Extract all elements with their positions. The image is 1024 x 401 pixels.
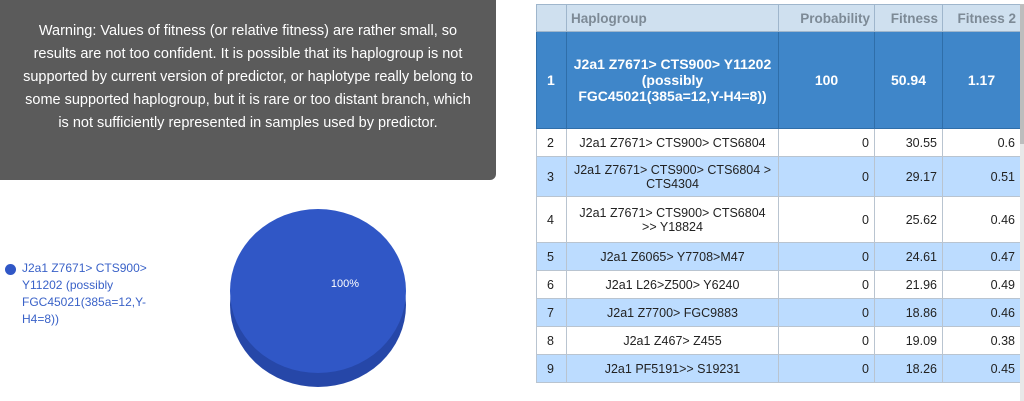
fitness-cell: 21.96 — [874, 270, 943, 299]
fitness-cell: 25.62 — [874, 196, 943, 243]
rank-cell: 7 — [536, 298, 567, 327]
probability-cell: 0 — [778, 298, 875, 327]
haplogroup-cell: J2a1 Z7671> CTS900> CTS6804 — [566, 128, 779, 157]
fitness-cell: 29.17 — [874, 156, 943, 197]
haplogroup-cell: J2a1 Z6065> Y7708>M47 — [566, 242, 779, 271]
fitness-cell: 24.61 — [874, 242, 943, 271]
fitness-2-cell: 0.47 — [942, 242, 1021, 271]
fitness-cell: 50.94 — [874, 31, 943, 129]
fitness-2-cell: 0.6 — [942, 128, 1021, 157]
legend-label[interactable]: J2a1 Z7671> CTS900> Y11202 (possibly FGC… — [22, 261, 147, 326]
header-haplogroup[interactable]: Haplogroup — [566, 4, 779, 32]
haplogroup-cell: J2a1 L26>Z500> Y6240 — [566, 270, 779, 299]
probability-cell: 0 — [778, 270, 875, 299]
fitness-2-cell: 0.46 — [942, 196, 1021, 243]
fitness-cell: 19.09 — [874, 326, 943, 355]
probability-cell: 0 — [778, 242, 875, 271]
probability-cell: 0 — [778, 196, 875, 243]
table-row[interactable]: 1 J2a1 Z7671> CTS900> Y11202 (possibly FG… — [536, 31, 1021, 129]
haplogroup-cell: J2a1 Z7671> CTS900> CTS6804 > CTS4304 — [566, 156, 779, 197]
table-body: 1 J2a1 Z7671> CTS900> Y11202 (possibly FG… — [536, 31, 1021, 383]
haplogroup-cell: J2a1 Z467> Z455 — [566, 326, 779, 355]
scrollbar[interactable] — [1020, 4, 1024, 401]
fitness-cell: 18.26 — [874, 354, 943, 383]
pie-slice-label: 100% — [330, 278, 360, 290]
results-table-container[interactable]: Haplogroup Probability Fitness Fitness 2… — [536, 4, 1024, 401]
probability-cell: 0 — [778, 354, 875, 383]
rank-cell: 8 — [536, 326, 567, 355]
fitness-2-cell: 1.17 — [942, 31, 1021, 129]
rank-cell: 1 — [536, 31, 567, 129]
fitness-2-cell: 0.45 — [942, 354, 1021, 383]
warning-box: Warning: Values of fitness (or relative … — [0, 0, 496, 180]
legend-swatch — [5, 264, 16, 275]
table-row[interactable]: 7 J2a1 Z7700> FGC9883 0 18.86 0.46 — [536, 298, 1021, 327]
rank-cell: 4 — [536, 196, 567, 243]
pie-legend[interactable]: J2a1 Z7671> CTS900> Y11202 (possibly FGC… — [5, 260, 180, 328]
results-table: Haplogroup Probability Fitness Fitness 2… — [536, 4, 1021, 383]
probability-cell: 100 — [778, 31, 875, 129]
fitness-2-cell: 0.46 — [942, 298, 1021, 327]
table-row[interactable]: 4 J2a1 Z7671> CTS900> CTS6804 >> Y18824 0 2… — [536, 196, 1021, 243]
haplogroup-cell: J2a1 PF5191>> S19231 — [566, 354, 779, 383]
haplogroup-cell: J2a1 Z7671> CTS900> Y11202 (possibly FGC… — [566, 31, 779, 129]
probability-cell: 0 — [778, 326, 875, 355]
table-row[interactable]: 8 J2a1 Z467> Z455 0 19.09 0.38 — [536, 326, 1021, 355]
rank-cell: 9 — [536, 354, 567, 383]
rank-cell: 2 — [536, 128, 567, 157]
haplogroup-cell: J2a1 Z7671> CTS900> CTS6804 >> Y18824 — [566, 196, 779, 243]
haplogroup-cell: J2a1 Z7700> FGC9883 — [566, 298, 779, 327]
table-row[interactable]: 9 J2a1 PF5191>> S19231 0 18.26 0.45 — [536, 354, 1021, 383]
warning-text: Warning: Values of fitness (or relative … — [23, 23, 473, 131]
header-fitness-2[interactable]: Fitness 2 — [942, 4, 1021, 32]
table-row[interactable]: 3 J2a1 Z7671> CTS900> CTS6804 > CTS4304 0 2… — [536, 156, 1021, 197]
table-header-row: Haplogroup Probability Fitness Fitness 2 — [536, 4, 1021, 32]
table-row[interactable]: 6 J2a1 L26>Z500> Y6240 0 21.96 0.49 — [536, 270, 1021, 299]
rank-cell: 5 — [536, 242, 567, 271]
header-rank — [536, 4, 567, 32]
fitness-cell: 18.86 — [874, 298, 943, 327]
header-probability[interactable]: Probability — [778, 4, 875, 32]
table-row[interactable]: 2 J2a1 Z7671> CTS900> CTS6804 0 30.55 0.6 — [536, 128, 1021, 157]
header-fitness[interactable]: Fitness — [874, 4, 943, 32]
pie-slice[interactable] — [230, 209, 406, 373]
rank-cell: 6 — [536, 270, 567, 299]
pie-chart — [230, 209, 406, 387]
fitness-2-cell: 0.38 — [942, 326, 1021, 355]
probability-cell: 0 — [778, 128, 875, 157]
fitness-2-cell: 0.49 — [942, 270, 1021, 299]
table-row[interactable]: 5 J2a1 Z6065> Y7708>M47 0 24.61 0.47 — [536, 242, 1021, 271]
fitness-cell: 30.55 — [874, 128, 943, 157]
fitness-2-cell: 0.51 — [942, 156, 1021, 197]
probability-cell: 0 — [778, 156, 875, 197]
rank-cell: 3 — [536, 156, 567, 197]
scrollbar-thumb[interactable] — [1020, 4, 1024, 144]
